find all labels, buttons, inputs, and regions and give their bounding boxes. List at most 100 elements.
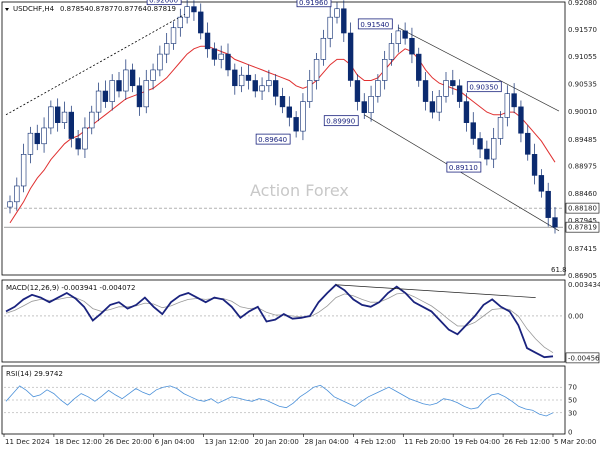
candle-body bbox=[361, 101, 367, 113]
candle-body bbox=[41, 127, 47, 145]
candle-body bbox=[204, 32, 211, 50]
x-axis-tick: 6 Jan 04:00 bbox=[155, 438, 195, 446]
candle-body bbox=[225, 53, 231, 71]
ohlc-high: 0.87877 bbox=[89, 5, 118, 13]
price-axis-tag bbox=[565, 202, 600, 214]
candle-body bbox=[55, 106, 61, 123]
candle-body bbox=[238, 74, 245, 87]
candle-body bbox=[20, 154, 27, 187]
candle-body bbox=[354, 80, 361, 102]
candle-body bbox=[266, 80, 272, 87]
macd-trendline bbox=[335, 284, 536, 298]
price-level-box bbox=[146, 0, 182, 6]
rsi-header: RSI(14) 29.9742 bbox=[6, 370, 63, 378]
candle-body bbox=[136, 85, 143, 108]
candle-body bbox=[75, 138, 81, 150]
candle-body bbox=[436, 96, 442, 113]
candle-body bbox=[491, 138, 497, 160]
price-level-label: 0.91540 bbox=[360, 21, 389, 29]
channel-lower-line bbox=[364, 114, 560, 232]
price-axis-tick: 0.90010 bbox=[568, 108, 597, 116]
price-level-box bbox=[466, 81, 502, 93]
price-axis-tick: 0.87819 bbox=[568, 224, 597, 232]
macd-panel-frame bbox=[1, 279, 566, 363]
candle-body bbox=[293, 117, 299, 132]
price-panel-frame bbox=[1, 1, 566, 276]
x-axis-tick: 19 Feb 04:00 bbox=[454, 438, 500, 446]
candle-body bbox=[388, 43, 395, 60]
price-axis-tick: 0.86905 bbox=[568, 272, 597, 280]
rsi-panel-frame bbox=[1, 365, 566, 435]
macd-axis-tick: -0.004569 bbox=[568, 354, 600, 362]
candle-body bbox=[232, 69, 238, 87]
candle-body bbox=[463, 101, 470, 123]
candle-body bbox=[177, 16, 183, 29]
collapse-triangle-icon[interactable] bbox=[5, 8, 9, 11]
candle-body bbox=[313, 59, 320, 81]
rsi-axis-tick: 0 bbox=[568, 429, 572, 437]
macd-line bbox=[5, 283, 554, 359]
candle-body bbox=[89, 111, 95, 129]
rsi-axis-tick: 50 bbox=[568, 397, 577, 405]
price-level-label: 0.89640 bbox=[258, 136, 287, 144]
candle-body bbox=[245, 74, 252, 81]
candle-body bbox=[61, 111, 68, 123]
candle-body bbox=[531, 154, 538, 176]
macd-axis-tag bbox=[565, 352, 600, 364]
fib-level-label: 61.8 bbox=[551, 266, 567, 274]
candle-body bbox=[538, 175, 545, 192]
candle-body bbox=[273, 80, 279, 97]
price-axis-tick: 0.90535 bbox=[568, 80, 597, 88]
candle-body bbox=[184, 6, 190, 18]
price-level-box bbox=[296, 0, 332, 8]
candle-body bbox=[470, 122, 476, 139]
candle-body bbox=[129, 69, 136, 87]
price-level-box bbox=[446, 161, 482, 173]
candle-body bbox=[300, 101, 306, 132]
price-level-label: 0.92000 bbox=[149, 0, 178, 5]
channel-upper-line bbox=[398, 27, 560, 112]
rsi-axis-tick: 30 bbox=[568, 409, 577, 417]
axes-layer: 0.92080 0.91570 0.91055 0.90535 0.90010 0.894… bbox=[3, 0, 600, 446]
candle-body bbox=[511, 93, 517, 108]
x-axis-tick: 11 Feb 20:00 bbox=[404, 438, 450, 446]
macd-signal-line bbox=[5, 292, 554, 354]
price-level-label: 0.90350 bbox=[469, 84, 498, 92]
candle-body bbox=[422, 80, 429, 102]
candle-body bbox=[164, 43, 170, 55]
macd-axis-tick: 0.00 bbox=[568, 312, 584, 320]
candle-body bbox=[123, 69, 129, 92]
candle-body bbox=[198, 11, 204, 34]
candle-body bbox=[252, 80, 258, 92]
price-axis-tick: 0.91570 bbox=[568, 26, 597, 34]
candle-body bbox=[525, 132, 531, 155]
candle-body bbox=[34, 132, 40, 145]
price-axis-tick: 0.92080 bbox=[568, 0, 597, 7]
candle-body bbox=[191, 6, 197, 13]
price-axis-tick: 0.91055 bbox=[568, 53, 597, 61]
ohlc-low: 0.87764 bbox=[118, 5, 147, 13]
candle-body bbox=[14, 185, 20, 203]
candle-body bbox=[497, 117, 504, 139]
candle-body bbox=[116, 80, 122, 92]
price-axis-tick: 0.88460 bbox=[568, 190, 597, 198]
watermark: Action Forex bbox=[250, 181, 349, 200]
candle-body bbox=[109, 80, 115, 102]
price-axis-tick: 0.88180 bbox=[568, 205, 597, 213]
price-axis-tick: 0.87415 bbox=[568, 245, 597, 253]
candle-body bbox=[368, 96, 374, 113]
x-axis-tick: 18 Dec 12:00 bbox=[55, 438, 102, 446]
x-axis-tick: 13 Jan 12:00 bbox=[205, 438, 249, 446]
moving-average-line bbox=[9, 45, 556, 224]
price-axis-tick: 0.88975 bbox=[568, 163, 597, 171]
rsi-line bbox=[5, 384, 554, 417]
candle-body bbox=[307, 80, 313, 102]
x-axis-tick: 4 Feb 12:00 bbox=[354, 438, 395, 446]
candle-body bbox=[218, 53, 224, 60]
candle-body bbox=[409, 37, 415, 55]
price-level-label: 0.89110 bbox=[449, 164, 478, 172]
candle-body bbox=[545, 190, 551, 218]
candle-body bbox=[95, 90, 102, 113]
